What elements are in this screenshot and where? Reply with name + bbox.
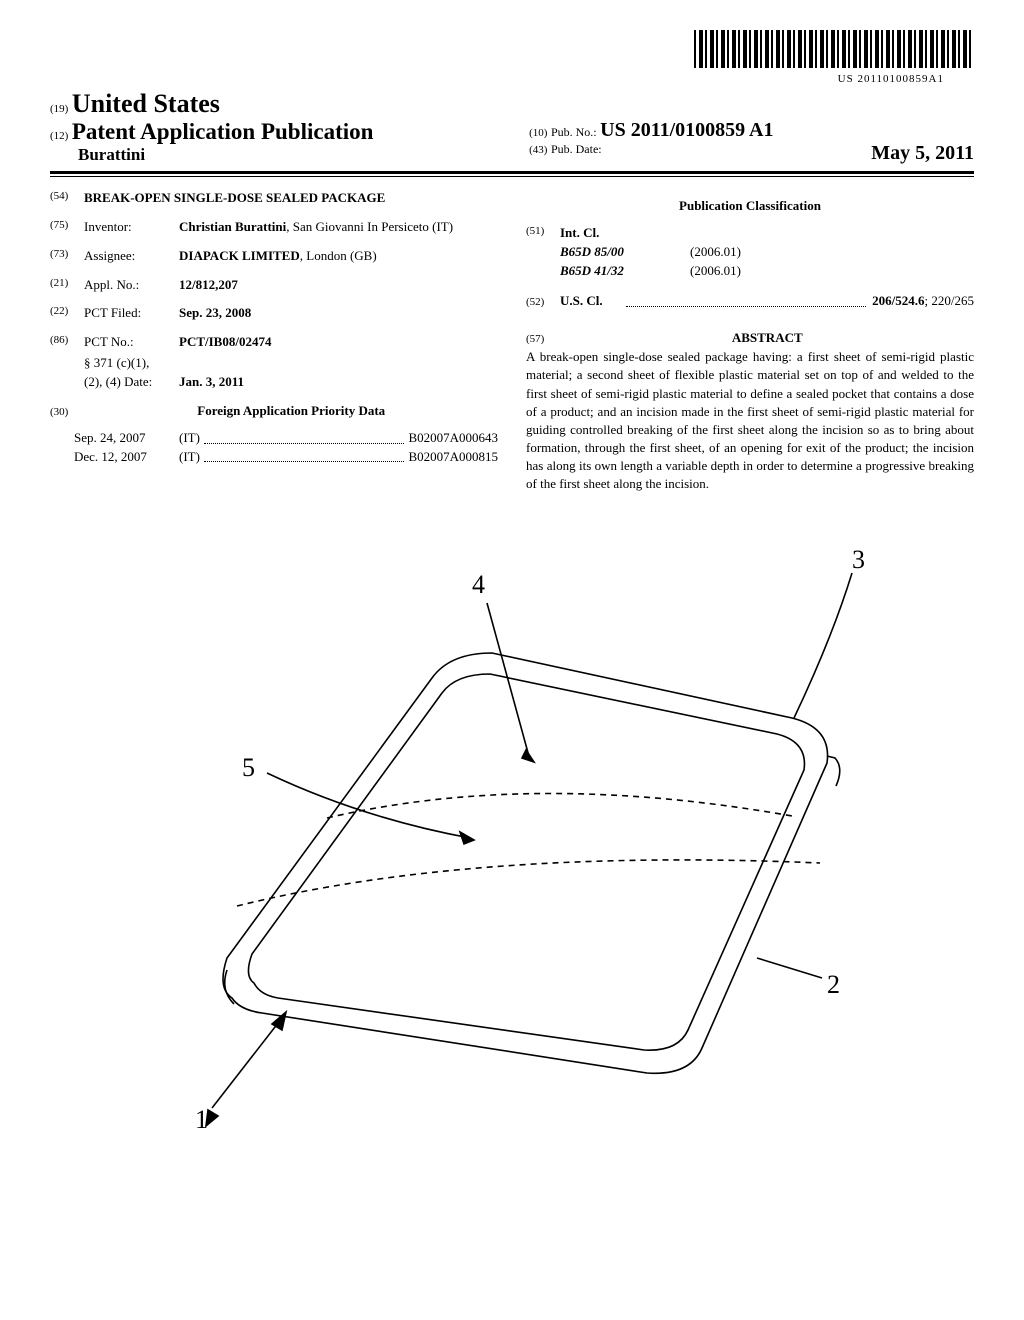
header: (19) United States (12) Patent Applicati… — [50, 89, 974, 165]
figure: 1 2 3 4 5 — [50, 518, 974, 1138]
priority-row: Dec. 12, 2007 (IT) B02007A000815 — [50, 448, 498, 467]
fig-label-2: 2 — [827, 970, 840, 999]
pub-type-code: (12) — [50, 130, 68, 142]
classification-heading: Publication Classification — [526, 197, 974, 216]
field-uscl: (52) U.S. Cl. 206/524.6; 220/265 — [526, 292, 974, 311]
field-priority-heading: (30) Foreign Application Priority Data — [50, 402, 498, 421]
field-371: § 371 (c)(1),(2), (4) Date: Jan. 3, 2011 — [50, 354, 498, 392]
field-assignee: (73) Assignee: DIAPACK LIMITED, London (… — [50, 247, 498, 266]
field-inventor: (75) Inventor: Christian Burattini, San … — [50, 218, 498, 237]
barcode-graphic — [694, 30, 974, 68]
fig-label-1: 1 — [195, 1105, 208, 1134]
author-name: Burattini — [50, 145, 517, 165]
pub-number: US 2011/0100859 A1 — [600, 119, 773, 141]
pubno-label: Pub. No.: — [551, 125, 597, 139]
abstract-heading-row: (57) ABSTRACT — [526, 329, 974, 348]
intcl-row: B65D 41/32 (2006.01) — [560, 262, 974, 281]
intcl-row: B65D 85/00 (2006.01) — [560, 243, 974, 262]
pubdate-label: Pub. Date: — [551, 142, 602, 156]
field-pctfiled: (22) PCT Filed: Sep. 23, 2008 — [50, 304, 498, 323]
dot-leader — [204, 444, 405, 463]
rule-thin — [50, 176, 974, 177]
left-column: (54) BREAK-OPEN SINGLE-DOSE SEALED PACKA… — [50, 189, 498, 494]
abstract-body: A break-open single-dose sealed package … — [526, 348, 974, 494]
country-code: (19) — [50, 103, 68, 115]
field-intcl: (51) Int. Cl. — [526, 224, 974, 243]
fig-label-4: 4 — [472, 570, 485, 599]
barcode-number: US 20110100859A1 — [50, 73, 974, 85]
pub-date: May 5, 2011 — [871, 142, 974, 165]
field-pctno: (86) PCT No.: PCT/IB08/02474 — [50, 333, 498, 352]
dot-leader — [204, 425, 405, 444]
patent-figure-svg: 1 2 3 4 5 — [132, 518, 892, 1138]
rule-thick — [50, 171, 974, 174]
dot-leader — [626, 306, 866, 307]
fig-label-3: 3 — [852, 545, 865, 574]
biblio-columns: (54) BREAK-OPEN SINGLE-DOSE SEALED PACKA… — [50, 189, 974, 494]
field-title: (54) BREAK-OPEN SINGLE-DOSE SEALED PACKA… — [50, 189, 498, 208]
pubno-code: (10) — [529, 127, 547, 139]
pubdate-code: (43) — [529, 144, 547, 156]
country-name: United States — [72, 89, 220, 118]
barcode-block: US 20110100859A1 — [50, 30, 974, 85]
pub-type: Patent Application Publication — [72, 119, 374, 144]
fig-label-5: 5 — [242, 753, 255, 782]
right-column: Publication Classification (51) Int. Cl.… — [526, 189, 974, 494]
field-applno: (21) Appl. No.: 12/812,207 — [50, 276, 498, 295]
